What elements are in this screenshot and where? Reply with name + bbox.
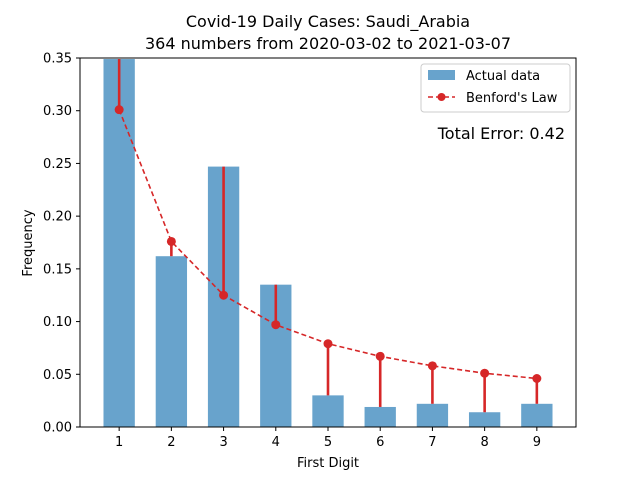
y-tick-label: 0.25	[43, 157, 72, 172]
legend-bar-label: Actual data	[466, 69, 540, 84]
benford-layer	[114, 105, 542, 384]
y-tick-label: 0.35	[43, 52, 72, 67]
y-tick-label: 0.05	[43, 368, 72, 383]
bar-digit-9	[521, 403, 553, 427]
x-tick-label-9: 9	[533, 435, 541, 450]
bar-digit-5	[312, 395, 344, 427]
x-tick-label-6: 6	[376, 435, 384, 450]
benford-point-digit-2	[166, 236, 176, 246]
bar-digit-6	[364, 406, 396, 427]
legend-line-label: Benford's Law	[466, 91, 558, 106]
benford-point-digit-9	[532, 374, 542, 384]
y-tick-label: 0.30	[43, 104, 72, 119]
chart-title: Covid-19 Daily Cases: Saudi_Arabia	[186, 12, 470, 32]
chart-subtitle: 364 numbers from 2020-03-02 to 2021-03-0…	[145, 34, 511, 53]
benford-point-digit-7	[427, 361, 437, 371]
benford-point-digit-1	[114, 105, 124, 115]
x-axis: 1 2 3 4 5 6 7 8 9	[115, 427, 541, 450]
benford-point-digit-4	[271, 320, 281, 330]
y-axis: 0.00 0.05 0.10 0.15 0.20 0.25 0.30 0.35	[43, 52, 80, 436]
bar-digit-1	[103, 59, 135, 427]
plot-frame	[79, 57, 577, 428]
bar-digit-8	[468, 412, 501, 427]
benford-point-digit-5	[323, 339, 333, 349]
bar-digit-2	[155, 256, 188, 427]
x-tick-label-8: 8	[480, 435, 488, 450]
legend-bar-swatch	[428, 70, 455, 80]
x-tick-label-2: 2	[167, 435, 175, 450]
x-tick-label-3: 3	[219, 435, 227, 450]
benford-point-digit-8	[480, 368, 490, 378]
x-axis-label: First Digit	[297, 456, 359, 471]
x-tick-label-5: 5	[324, 435, 332, 450]
x-tick-label-1: 1	[115, 435, 123, 450]
y-tick-label: 0.00	[43, 421, 72, 436]
legend: Actual data Benford's Law	[420, 63, 571, 113]
y-tick-label: 0.15	[43, 262, 72, 277]
benford-point-digit-3	[219, 290, 229, 300]
y-tick-label: 0.20	[43, 210, 72, 225]
legend-line-marker	[437, 93, 446, 101]
x-tick-label-7: 7	[428, 435, 436, 450]
y-tick-label: 0.10	[43, 315, 72, 330]
legend-box	[420, 63, 571, 113]
total-error-annotation: Total Error: 0.42	[437, 124, 565, 143]
bar-digit-7	[416, 403, 449, 427]
benford-point-digit-6	[375, 351, 385, 361]
y-axis-label: Frequency	[21, 209, 36, 276]
x-tick-label-4: 4	[272, 435, 280, 450]
